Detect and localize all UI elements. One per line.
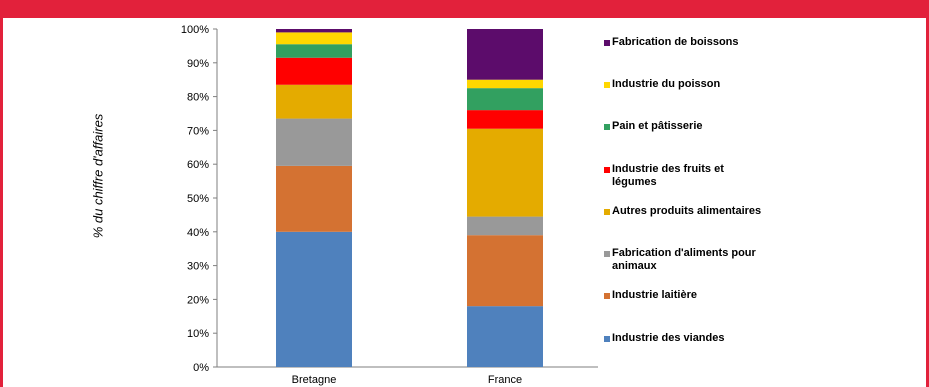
legend-swatch [604, 209, 610, 215]
header-band [0, 0, 929, 18]
legend-label: Industrie laitière [612, 289, 697, 301]
legend: Fabrication de boissons Industrie du pois… [604, 0, 764, 387]
y-tick-label: 90% [187, 58, 209, 70]
x-tick-label: Bretagne [292, 374, 337, 386]
bar-segment [467, 88, 543, 111]
bar-segment [276, 84, 352, 119]
bar-segment [276, 57, 352, 85]
legend-label: Fabrication de boissons [612, 36, 739, 48]
legend-item: Pain et pâtisserie [604, 120, 764, 133]
y-tick-label: 80% [187, 92, 209, 104]
bar-segment [276, 165, 352, 232]
bar-segment [276, 32, 352, 45]
y-tick-label: 70% [187, 125, 209, 137]
x-tick-label: France [488, 374, 522, 386]
legend-item: Industrie des viandes [604, 332, 764, 345]
y-tick-label: 30% [187, 261, 209, 273]
bar-segment [467, 216, 543, 236]
legend-swatch [604, 82, 610, 88]
legend-item: Fabrication de boissons [604, 36, 764, 49]
bar-segment [467, 79, 543, 89]
legend-swatch [604, 167, 610, 173]
y-tick-label: 60% [187, 159, 209, 171]
legend-label: Autres produits alimentaires [612, 205, 762, 217]
legend-item: Fabrication d'aliments pour animaux [604, 247, 764, 273]
bar-segment [467, 128, 543, 217]
bar-segment [467, 235, 543, 307]
y-tick-label: 40% [187, 227, 209, 239]
bar-segment [276, 44, 352, 58]
y-tick-label: 10% [187, 328, 209, 340]
y-tick-label: 50% [187, 193, 209, 205]
y-tick-label: 20% [187, 294, 209, 306]
legend-label: Fabrication d'aliments pour animaux [612, 247, 756, 272]
legend-swatch [604, 124, 610, 130]
bar-segment [467, 29, 543, 80]
bar-segment [276, 29, 352, 33]
bar-segment [467, 110, 543, 129]
bar-segment [467, 306, 543, 367]
legend-item: Industrie laitière [604, 289, 764, 302]
legend-item: Autres produits alimentaires [604, 205, 764, 218]
legend-label: Industrie des viandes [612, 332, 725, 344]
legend-swatch [604, 251, 610, 257]
legend-label: Industrie des fruits et légumes [612, 163, 724, 188]
y-tick-label: 0% [193, 362, 209, 374]
legend-swatch [604, 40, 610, 46]
bar-segment [276, 118, 352, 166]
legend-swatch [604, 293, 610, 299]
y-tick-label: 100% [181, 24, 209, 36]
legend-item: Industrie du poisson [604, 78, 764, 91]
bar-segment [276, 231, 352, 367]
legend-item: Industrie des fruits et légumes [604, 163, 764, 189]
legend-label: Industrie du poisson [612, 78, 721, 90]
legend-swatch [604, 336, 610, 342]
legend-label: Pain et pâtisserie [612, 120, 703, 132]
